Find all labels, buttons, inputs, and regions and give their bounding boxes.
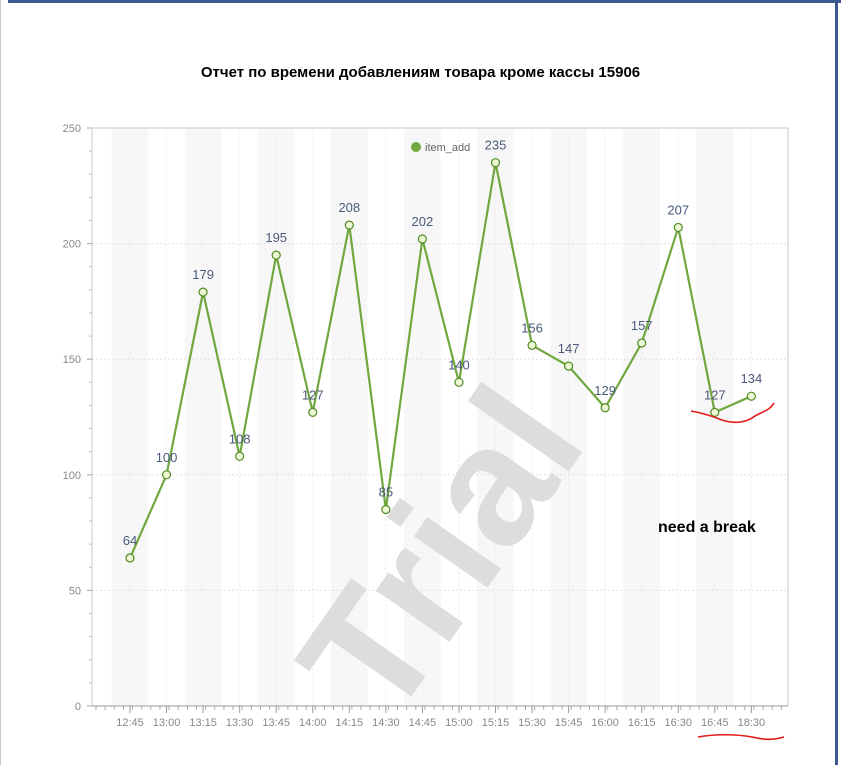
- data-label: 195: [265, 230, 287, 245]
- data-point: [637, 338, 647, 348]
- data-label: 140: [448, 357, 470, 372]
- data-label: 207: [667, 202, 689, 217]
- y-tick-label: 100: [63, 470, 81, 482]
- x-tick-label: 16:15: [628, 717, 656, 729]
- x-tick-label: 18:30: [738, 717, 766, 729]
- data-label: 147: [558, 341, 580, 356]
- data-point: [673, 222, 683, 233]
- window-border-top: [8, 0, 841, 3]
- y-tick-label: 250: [63, 123, 81, 135]
- data-point: [125, 553, 135, 563]
- data-point: [235, 451, 245, 461]
- red-pen-underline-point: [690, 402, 775, 424]
- data-point: [344, 220, 354, 230]
- data-point: [454, 377, 464, 387]
- data-point: [271, 250, 281, 260]
- x-tick-label: 14:45: [409, 717, 437, 729]
- data-label: 127: [704, 387, 726, 402]
- data-point: [746, 391, 756, 401]
- data-point: [710, 407, 720, 417]
- red-pen-underline-axis: [697, 733, 785, 741]
- data-point: [161, 470, 172, 480]
- data-label: 108: [229, 431, 251, 446]
- y-tick-label: 0: [75, 701, 81, 713]
- x-tick-label: 14:30: [372, 717, 400, 729]
- x-tick-label: 12:45: [116, 717, 144, 729]
- x-tick-label: 16:45: [701, 717, 729, 729]
- data-label: 157: [631, 318, 653, 333]
- data-label: 134: [740, 371, 762, 386]
- legend-label: item_add: [425, 142, 470, 154]
- y-tick-label: 150: [63, 354, 81, 366]
- x-tick-label: 15:15: [482, 717, 510, 729]
- data-label: 127: [302, 387, 324, 402]
- data-point: [527, 340, 537, 350]
- data-label: 85: [379, 484, 393, 499]
- x-tick-label: 13:00: [153, 717, 181, 729]
- legend-marker: [411, 142, 421, 152]
- data-point: [490, 158, 501, 168]
- data-label: 64: [123, 533, 137, 548]
- data-label: 100: [156, 450, 178, 465]
- data-label: 179: [192, 267, 214, 282]
- x-tick-label: 13:15: [189, 717, 217, 729]
- x-tick-label: 16:30: [664, 717, 692, 729]
- data-label: 235: [485, 138, 507, 153]
- data-label: 208: [338, 200, 360, 215]
- data-label: 202: [412, 214, 434, 229]
- x-tick-label: 15:30: [518, 717, 546, 729]
- x-tick-label: 14:00: [299, 717, 327, 729]
- x-tick-label: 13:30: [226, 717, 254, 729]
- data-label: 129: [594, 383, 616, 398]
- data-label: 156: [521, 320, 543, 335]
- x-axis: 12:45 13:00 13:15 13:30 13:45 14:00 14:15 14:30…: [92, 705, 788, 729]
- x-tick-label: 15:00: [445, 717, 473, 729]
- data-point: [381, 504, 391, 515]
- y-tick-label: 50: [69, 585, 81, 597]
- data-point: [308, 407, 318, 417]
- y-axis: 0 50 100 150 200 250: [63, 123, 92, 713]
- data-point: [563, 361, 574, 371]
- legend: item_add: [411, 142, 470, 154]
- data-point: [417, 234, 427, 244]
- x-tick-label: 16:00: [591, 717, 619, 729]
- y-tick-label: 200: [63, 239, 81, 251]
- window-border-right: [835, 0, 838, 765]
- x-tick-label: 14:15: [336, 717, 364, 729]
- data-point: [198, 287, 208, 297]
- x-tick-label: 15:45: [555, 717, 583, 729]
- chart-title: Отчет по времени добавлениям товара кром…: [200, 64, 641, 81]
- series-layer: 64 100 179 108 195 127 208 85 202 140 235 156 147 129…: [123, 138, 762, 563]
- x-tick-label: 13:45: [262, 717, 290, 729]
- series-line-item_add: [128, 161, 752, 559]
- annotation-note: need a break: [658, 519, 756, 536]
- data-point: [600, 403, 610, 413]
